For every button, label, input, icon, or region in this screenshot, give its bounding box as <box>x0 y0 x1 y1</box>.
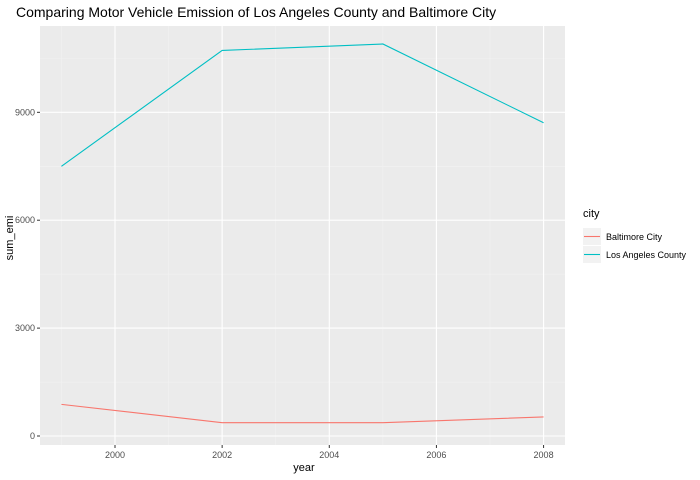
legend-title: city <box>583 208 600 220</box>
x-tick-label: 2004 <box>319 450 339 460</box>
y-axis-title: sum_emi <box>4 216 16 261</box>
chart-title: Comparing Motor Vehicle Emission of Los … <box>16 4 496 20</box>
series-line-baltimore-city <box>61 403 544 424</box>
panel-background <box>40 26 565 445</box>
x-tick-label: 2002 <box>212 450 232 460</box>
y-tick-label: 3000 <box>15 323 35 333</box>
legend: city Baltimore City Los Angeles County <box>583 208 687 263</box>
legend-label-los-angeles-county: Los Angeles County <box>606 250 687 260</box>
y-tick-label: 0 <box>30 431 35 441</box>
y-tick-label: 6000 <box>15 215 35 225</box>
x-tick-label: 2006 <box>426 450 446 460</box>
plot-area: 2000 2002 2004 2006 2008 0 3000 6000 9000 <box>15 26 565 460</box>
x-axis-title: year <box>293 462 315 474</box>
x-tick-label: 2008 <box>534 450 554 460</box>
legend-label-baltimore-city: Baltimore City <box>606 232 663 242</box>
x-tick-label: 2000 <box>105 450 125 460</box>
series-line-los-angeles-county <box>61 43 544 167</box>
y-tick-label: 9000 <box>15 107 35 117</box>
